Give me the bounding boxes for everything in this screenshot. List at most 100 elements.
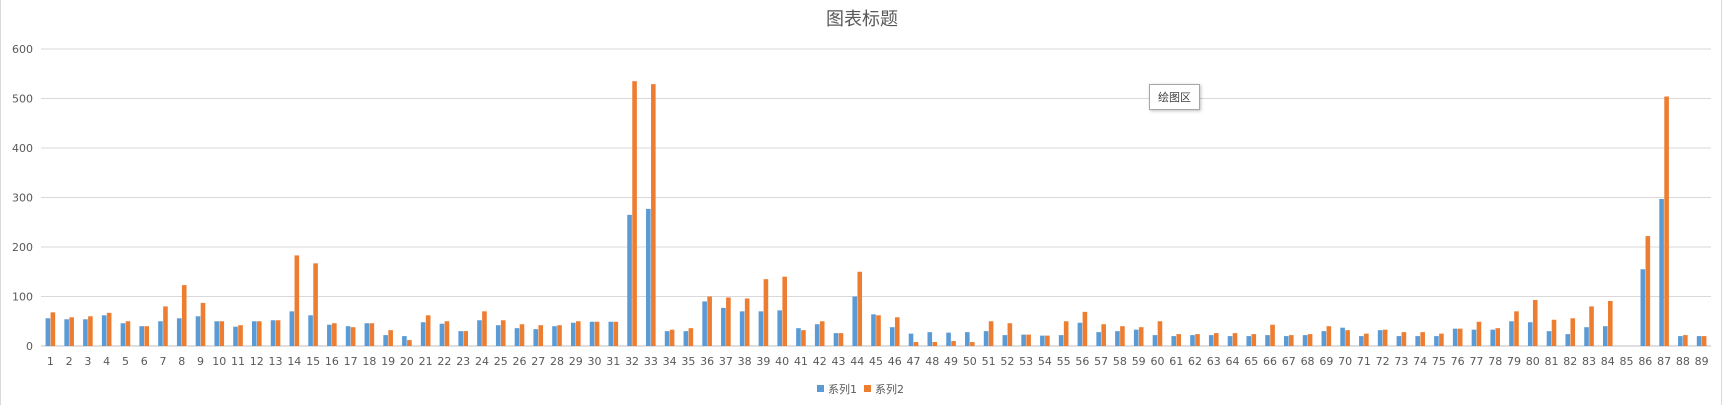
bar-series2-4[interactable] [106,312,112,346]
bar-series2-66[interactable] [1270,324,1275,346]
bar-series1-61[interactable] [1171,336,1177,346]
bar-series2-73[interactable] [1401,332,1407,346]
bar-series1-51[interactable] [983,331,989,346]
bar-series2-16[interactable] [332,323,337,346]
bar-series2-57[interactable] [1101,324,1106,346]
bar-series2-22[interactable] [444,321,450,346]
bar-series1-56[interactable] [1077,322,1083,346]
bar-series1-41[interactable] [796,328,801,346]
bar-series2-59[interactable] [1138,327,1144,346]
bar-series2-26[interactable] [519,324,525,346]
bar-series1-39[interactable] [758,311,764,346]
bar-series1-57[interactable] [1096,332,1101,346]
bar-series1-8[interactable] [176,318,182,346]
bar-series2-76[interactable] [1457,328,1463,346]
bar-series1-78[interactable] [1490,329,1496,346]
bar-series2-69[interactable] [1326,326,1332,346]
bar-series1-87[interactable] [1659,198,1664,346]
bar-series2-20[interactable] [407,340,412,346]
bar-series2-5[interactable] [125,321,131,346]
bar-series1-60[interactable] [1152,335,1158,346]
bar-series1-37[interactable] [721,307,726,346]
bar-series2-28[interactable] [557,325,562,346]
bar-series1-20[interactable] [402,336,407,346]
legend[interactable]: 系列1 系列2 [817,382,904,396]
bar-series2-6[interactable] [144,326,150,346]
bar-series2-68[interactable] [1307,334,1313,346]
bar-series1-15[interactable] [308,315,313,346]
bar-series2-33[interactable] [651,84,656,347]
bar-series2-62[interactable] [1195,334,1200,346]
bar-series1-7[interactable] [158,321,163,346]
bar-series1-25[interactable] [495,325,501,346]
bar-series1-26[interactable] [514,328,520,346]
bar-series1-43[interactable] [833,333,839,346]
bar-series1-63[interactable] [1208,335,1214,346]
bar-series2-30[interactable] [594,321,600,346]
bar-series1-59[interactable] [1133,329,1139,346]
bar-series1-76[interactable] [1452,328,1458,346]
bar-series1-5[interactable] [120,323,126,346]
bar-series2-55[interactable] [1063,321,1069,346]
bar-series1-55[interactable] [1058,335,1064,346]
bar-series2-87[interactable] [1664,96,1669,347]
bar-series1-64[interactable] [1227,336,1233,346]
bar-series2-17[interactable] [350,327,356,346]
bar-series2-39[interactable] [763,279,769,346]
bar-series2-3[interactable] [88,316,93,346]
bar-series1-23[interactable] [458,331,463,346]
bar-series2-10[interactable] [219,321,225,346]
bar-series2-43[interactable] [838,333,844,346]
bar-series2-51[interactable] [988,321,994,346]
bar-series2-11[interactable] [238,325,243,346]
bar-series1-33[interactable] [646,208,651,346]
bar-series2-80[interactable] [1532,299,1538,346]
bar-series1-42[interactable] [814,324,820,346]
bar-series2-54[interactable] [1045,335,1050,346]
bar-series2-47[interactable] [913,342,919,346]
bar-series1-12[interactable] [251,321,257,346]
bar-series1-14[interactable] [289,311,295,346]
bar-series2-2[interactable] [69,317,74,346]
bar-series2-41[interactable] [801,330,806,346]
bar-series1-34[interactable] [664,331,670,346]
bar-series2-9[interactable] [200,302,206,346]
bar-series2-49[interactable] [951,341,956,346]
bar-series2-42[interactable] [819,321,825,346]
bar-series2-29[interactable] [575,321,581,346]
bar-series2-83[interactable] [1589,306,1594,346]
bar-series1-53[interactable] [1021,334,1026,346]
bar-series1-47[interactable] [908,333,914,346]
bar-series1-21[interactable] [420,322,426,346]
bar-series2-53[interactable] [1026,334,1031,346]
bar-series2-37[interactable] [726,297,731,346]
bar-series1-19[interactable] [383,335,388,346]
bar-series1-75[interactable] [1434,336,1439,346]
bar-series1-27[interactable] [533,329,539,346]
bar-series1-72[interactable] [1377,330,1383,346]
legend-label-series1[interactable]: 系列1 [828,382,857,396]
bar-series1-31[interactable] [608,321,614,346]
bar-series1-32[interactable] [627,214,632,346]
bar-series2-23[interactable] [463,331,468,346]
bar-series1-71[interactable] [1359,336,1364,346]
bar-series1-38[interactable] [739,311,745,346]
bar-series2-45[interactable] [876,315,881,346]
bar-series2-15[interactable] [313,263,318,346]
bar-series2-24[interactable] [482,311,487,346]
bar-series1-35[interactable] [683,331,689,346]
bar-series2-7[interactable] [163,306,168,346]
bar-series2-12[interactable] [256,321,262,346]
bar-series1-88[interactable] [1678,336,1683,346]
bar-series1-1[interactable] [45,318,51,346]
bar-series2-81[interactable] [1551,319,1557,346]
bar-series2-64[interactable] [1232,333,1238,346]
bar-series1-79[interactable] [1509,321,1514,346]
bar-series1-66[interactable] [1265,335,1270,346]
bar-series1-89[interactable] [1696,336,1702,346]
bar-series2-46[interactable] [894,317,900,346]
bar-series1-86[interactable] [1640,269,1646,346]
bar-series2-19[interactable] [388,330,393,346]
bar-series1-82[interactable] [1565,334,1571,346]
